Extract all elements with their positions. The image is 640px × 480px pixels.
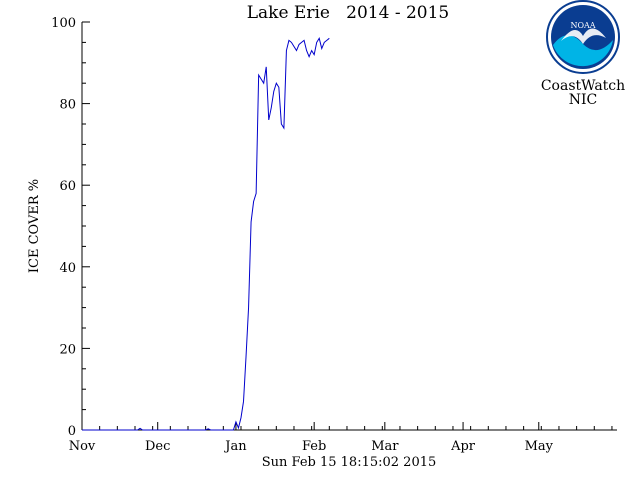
x-tick-label: Apr	[450, 439, 476, 454]
axes	[81, 22, 617, 431]
x-tick-label: Dec	[145, 439, 170, 454]
y-tick-label: 80	[59, 98, 76, 113]
y-tick-label: 20	[59, 342, 76, 357]
x-axis-label: Sun Feb 15 18:15:02 2015	[262, 455, 437, 470]
y-ticks: 0 20 40 60 80 100	[51, 16, 90, 439]
x-tick-label: May	[525, 439, 554, 454]
noaa-logo-wave	[553, 35, 613, 67]
ice-cover-series-line	[82, 37, 330, 431]
x-tick-label: Feb	[302, 439, 326, 454]
y-tick-label: 60	[59, 179, 76, 194]
chart-title: Lake Erie 2014 - 2015	[247, 3, 450, 23]
y-tick-label: 40	[59, 261, 76, 276]
x-tick-label: Mar	[371, 439, 399, 454]
coastwatch-caption: CoastWatch	[541, 78, 625, 94]
y-tick-label: 0	[68, 424, 76, 439]
y-tick-label: 100	[51, 16, 76, 31]
y-axis-label: ICE COVER %	[27, 179, 42, 273]
x-tick-label: Jan	[223, 439, 247, 454]
nic-caption: NIC	[569, 92, 598, 108]
noaa-logo-text: NOAA	[570, 21, 595, 30]
noaa-logo: NOAA	[546, 0, 620, 74]
noaa-logo-gull-icon	[561, 28, 606, 44]
x-tick-label: Nov	[69, 439, 96, 454]
x-ticks: Nov Dec Jan Feb Mar Apr May	[69, 422, 613, 454]
